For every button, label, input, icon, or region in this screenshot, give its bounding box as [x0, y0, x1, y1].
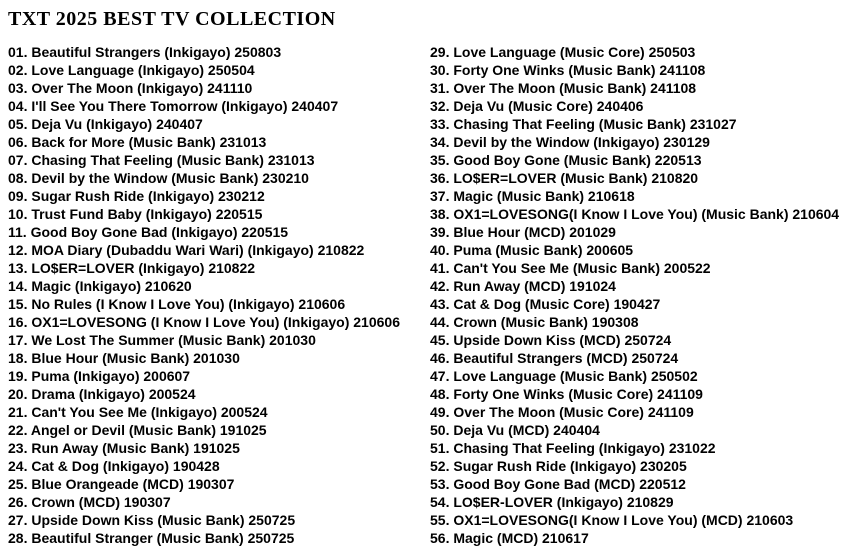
list-item: 26. Crown (MCD) 190307 — [8, 494, 171, 510]
list-item: 52. Sugar Rush Ride (Inkigayo) 230205 — [430, 458, 687, 474]
list-item: 37. Magic (Music Bank) 210618 — [430, 188, 635, 204]
list-item: 22. Angel or Devil (Music Bank) 191025 — [8, 422, 267, 438]
list-item: 38. OX1=LOVESONG(I Know I Love You) (Mus… — [430, 206, 840, 222]
list-item: 41. Can't You See Me (Music Bank) 200522 — [430, 260, 711, 276]
list-item: 51. Chasing That Feeling (Inkigayo) 2310… — [430, 440, 716, 456]
list-item: 21. Can't You See Me (Inkigayo) 200524 — [8, 404, 268, 420]
list-item: 17. We Lost The Summer (Music Bank) 2010… — [8, 332, 316, 348]
list-item: 02. Love Language (Inkigayo) 250504 — [8, 62, 255, 78]
list-item: 25. Blue Orangeade (MCD) 190307 — [8, 476, 235, 492]
list-item: 32. Deja Vu (Music Core) 240406 — [430, 98, 644, 114]
list-item: 45. Upside Down Kiss (MCD) 250724 — [430, 332, 672, 348]
list-item: 24. Cat & Dog (Inkigayo) 190428 — [8, 458, 220, 474]
list-item: 42. Run Away (MCD) 191024 — [430, 278, 616, 294]
list-item: 55. OX1=LOVESONG(I Know I Love You) (MCD… — [430, 512, 794, 528]
list-item: 43. Cat & Dog (Music Core) 190427 — [430, 296, 661, 312]
list-item: 01. Beautiful Strangers (Inkigayo) 25080… — [8, 44, 282, 60]
track-column: 01. Beautiful Strangers (Inkigayo) 25080… — [8, 43, 400, 547]
list-item: 06. Back for More (Music Bank) 231013 — [8, 134, 267, 150]
track-column: 29. Love Language (Music Core) 250503 30.… — [430, 43, 839, 547]
list-item: 50. Deja Vu (MCD) 240404 — [430, 422, 600, 438]
list-item: 16. OX1=LOVESONG (I Know I Love You) (In… — [8, 314, 400, 330]
list-item: 48. Forty One Winks (Music Core) 241109 — [430, 386, 703, 402]
list-item: 29. Love Language (Music Core) 250503 — [430, 44, 696, 60]
list-item: 34. Devil by the Window (Inkigayo) 23012… — [430, 134, 710, 150]
list-item: 47. Love Language (Music Bank) 250502 — [430, 368, 698, 384]
list-item: 53. Good Boy Gone Bad (MCD) 220512 — [430, 476, 686, 492]
list-item: 54. LO$ER-LOVER (Inkigayo) 210829 — [430, 494, 674, 510]
list-item: 04. I'll See You There Tomorrow (Inkigay… — [8, 98, 339, 114]
list-item: 11. Good Boy Gone Bad (Inkigayo) 220515 — [8, 224, 289, 240]
list-item: 13. LO$ER=LOVER (Inkigayo) 210822 — [8, 260, 256, 276]
list-item: 46. Beautiful Strangers (MCD) 250724 — [430, 350, 679, 366]
list-item: 49. Over The Moon (Music Core) 241109 — [430, 404, 694, 420]
list-item: 56. Magic (MCD) 210617 — [430, 530, 589, 546]
list-item: 27. Upside Down Kiss (Music Bank) 250725 — [8, 512, 296, 528]
list-item: 23. Run Away (Music Bank) 191025 — [8, 440, 240, 456]
list-item: 44. Crown (Music Bank) 190308 — [430, 314, 639, 330]
list-item: 14. Magic (Inkigayo) 210620 — [8, 278, 192, 294]
list-item: 20. Drama (Inkigayo) 200524 — [8, 386, 196, 402]
list-item: 35. Good Boy Gone (Music Bank) 220513 — [430, 152, 702, 168]
list-item: 10. Trust Fund Baby (Inkigayo) 220515 — [8, 206, 263, 222]
list-item: 18. Blue Hour (Music Bank) 201030 — [8, 350, 240, 366]
list-item: 19. Puma (Inkigayo) 200607 — [8, 368, 191, 384]
list-item: 07. Chasing That Feeling (Music Bank) 23… — [8, 152, 315, 168]
list-item: 09. Sugar Rush Ride (Inkigayo) 230212 — [8, 188, 265, 204]
list-item: 08. Devil by the Window (Music Bank) 230… — [8, 170, 309, 186]
list-item: 12. MOA Diary (Dubaddu Wari Wari) (Inkig… — [8, 242, 365, 258]
list-item: 36. LO$ER=LOVER (Music Bank) 210820 — [430, 170, 699, 186]
list-item: 39. Blue Hour (MCD) 201029 — [430, 224, 616, 240]
list-item: 15. No Rules (I Know I Love You) (Inkiga… — [8, 296, 346, 312]
list-item: 03. Over The Moon (Inkigayo) 241110 — [8, 80, 253, 96]
list-item: 33. Chasing That Feeling (Music Bank) 23… — [430, 116, 737, 132]
list-item: 40. Puma (Music Bank) 200605 — [430, 242, 634, 258]
list-item: 30. Forty One Winks (Music Bank) 241108 — [430, 62, 706, 78]
list-item: 31. Over The Moon (Music Bank) 241108 — [430, 80, 697, 96]
list-item: 05. Deja Vu (Inkigayo) 240407 — [8, 116, 203, 132]
page-title: TXT 2025 BEST TV COLLECTION — [8, 8, 336, 30]
list-item: 28. Beautiful Stranger (Music Bank) 2507… — [8, 530, 295, 546]
